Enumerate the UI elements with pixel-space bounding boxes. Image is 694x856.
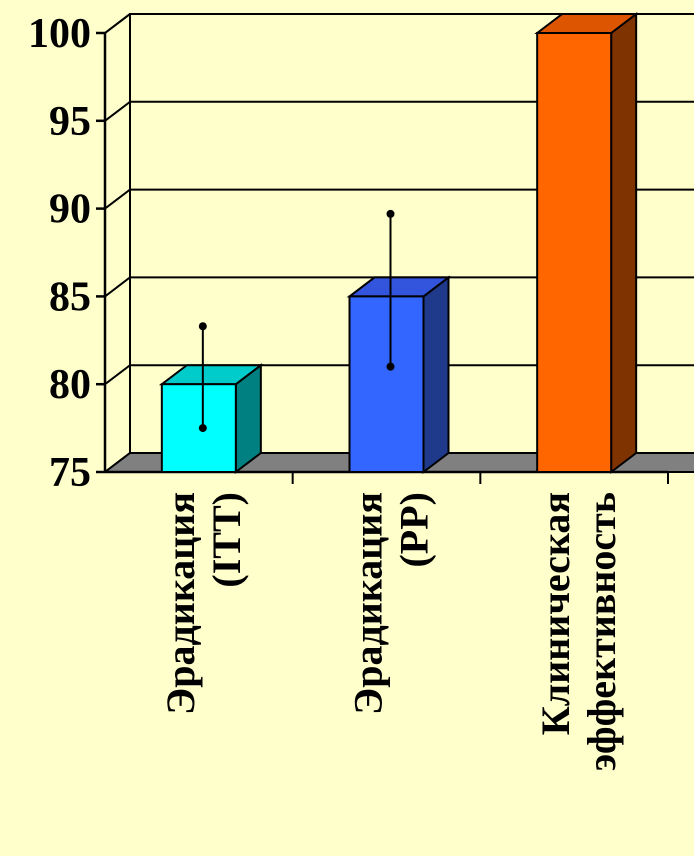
gridline-side [104,13,131,34]
bar-front-face [348,295,425,473]
y-tick-label: 100 [28,11,91,57]
gridline-side [104,188,131,210]
bar-1 [158,363,264,475]
x-category-label: (PP) [392,492,437,568]
gridline-side [104,101,131,122]
x-category-label: Эрадикация [346,492,391,715]
gridline-side [104,364,131,385]
y-tick-label: 90 [49,187,91,233]
gridline-side [104,276,131,298]
y-tick-labels: 75 80 85 90 95 100 [28,11,91,496]
error-bar-1 [198,322,207,433]
x-category-label: эффективность [579,492,624,771]
y-tick-label: 80 [49,362,91,408]
error-bars [198,209,395,433]
bar-2 [346,275,452,475]
bars [158,11,640,475]
x-category-labels: Эрадикация (ITT) Эрадикация (PP) Клиническая… [158,492,624,771]
bar-front-face [536,32,613,473]
bar-3 [534,11,640,475]
error-bar-low-point [386,362,395,371]
x-category-label: (ITT) [204,492,249,588]
y-tick-label: 85 [49,274,91,320]
error-bar-high-point [198,322,207,331]
x-category-label: Эрадикация [158,492,203,715]
bar-side-face [610,11,638,475]
error-bar-high-point [386,209,395,218]
error-bar-2 [386,209,395,371]
y-tick-label: 75 [49,450,91,496]
x-category-label: Клиническая [533,492,578,735]
bar-side-face [422,275,450,475]
error-bar-low-point [198,424,207,433]
y-tick-label: 95 [49,99,91,145]
